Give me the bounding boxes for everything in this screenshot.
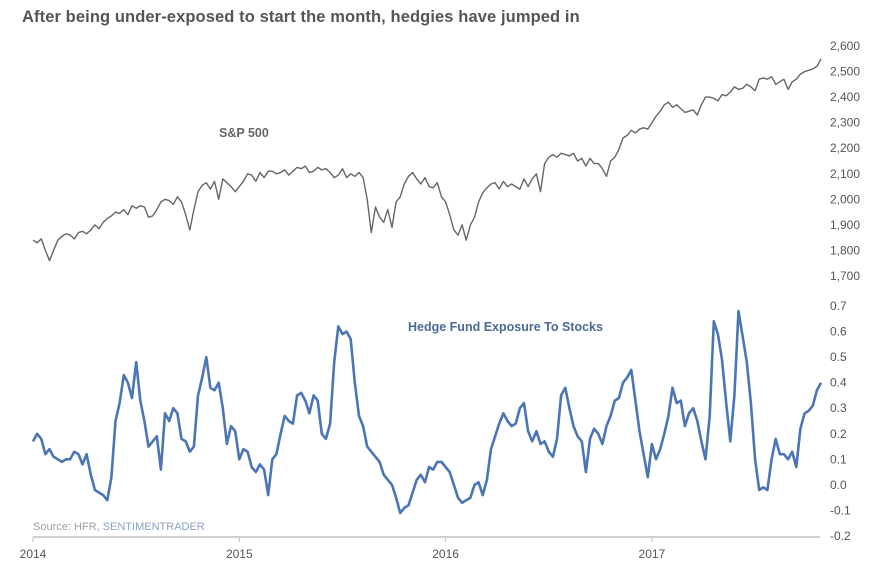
hedge-y-tick-label: 0.0 xyxy=(830,478,847,492)
source-note: Source: HFR, SENTIMENTRADER xyxy=(33,521,205,533)
sp500-y-tick-label: 2,100 xyxy=(830,167,860,181)
hedge-y-tick-label: 0.6 xyxy=(830,325,847,339)
sp500-y-tick-label: 2,000 xyxy=(830,192,860,206)
hedge-exposure-line xyxy=(31,309,823,515)
sp500-y-tick-label: 1,700 xyxy=(830,269,860,283)
sp500-y-tick-label: 2,500 xyxy=(830,65,860,79)
sp500-y-tick-label: 1,800 xyxy=(830,243,860,257)
x-tick-label: 2017 xyxy=(639,547,666,561)
sp500-y-tick-label: 2,400 xyxy=(830,90,860,104)
hedge-y-tick-label: 0.3 xyxy=(830,401,847,415)
hedge-series-label: Hedge Fund Exposure To Stocks xyxy=(408,320,603,334)
sp500-y-tick-label: 2,600 xyxy=(830,39,860,53)
hedge-y-tick-label: -0.2 xyxy=(830,529,851,543)
hedge-y-tick-label: 0.4 xyxy=(830,376,847,390)
x-tick-label: 2015 xyxy=(226,547,253,561)
sp500-line xyxy=(32,58,822,262)
chart-title: After being under-exposed to start the m… xyxy=(22,8,580,26)
sp500-y-axis: 2,600 2,500 2,400 2,300 2,200 2,100 2,000 1,900… xyxy=(830,39,860,283)
x-tick-label: 2016 xyxy=(432,547,459,561)
hedge-y-tick-label: 0.5 xyxy=(830,350,847,364)
x-axis: 2014 2015 2016 2017 xyxy=(20,536,820,561)
x-tick-label: 2014 xyxy=(20,547,47,561)
hedge-y-axis: 0.7 0.6 0.5 0.4 0.3 0.2 0.1 0.0 -0.1 -0.2 xyxy=(830,299,851,543)
sp500-y-tick-label: 1,900 xyxy=(830,218,860,232)
hedge-y-tick-label: 0.1 xyxy=(830,452,847,466)
sp500-y-tick-label: 2,300 xyxy=(830,116,860,130)
hedge-y-tick-label: 0.7 xyxy=(830,299,847,313)
hedge-y-tick-label: -0.1 xyxy=(830,503,851,517)
sp500-series-label: S&P 500 xyxy=(219,126,269,140)
source-brand: SENTIMENTRADER xyxy=(103,521,205,533)
hedge-y-tick-label: 0.2 xyxy=(830,427,847,441)
source-prefix: Source: HFR, xyxy=(33,521,103,533)
sp500-y-tick-label: 2,200 xyxy=(830,141,860,155)
